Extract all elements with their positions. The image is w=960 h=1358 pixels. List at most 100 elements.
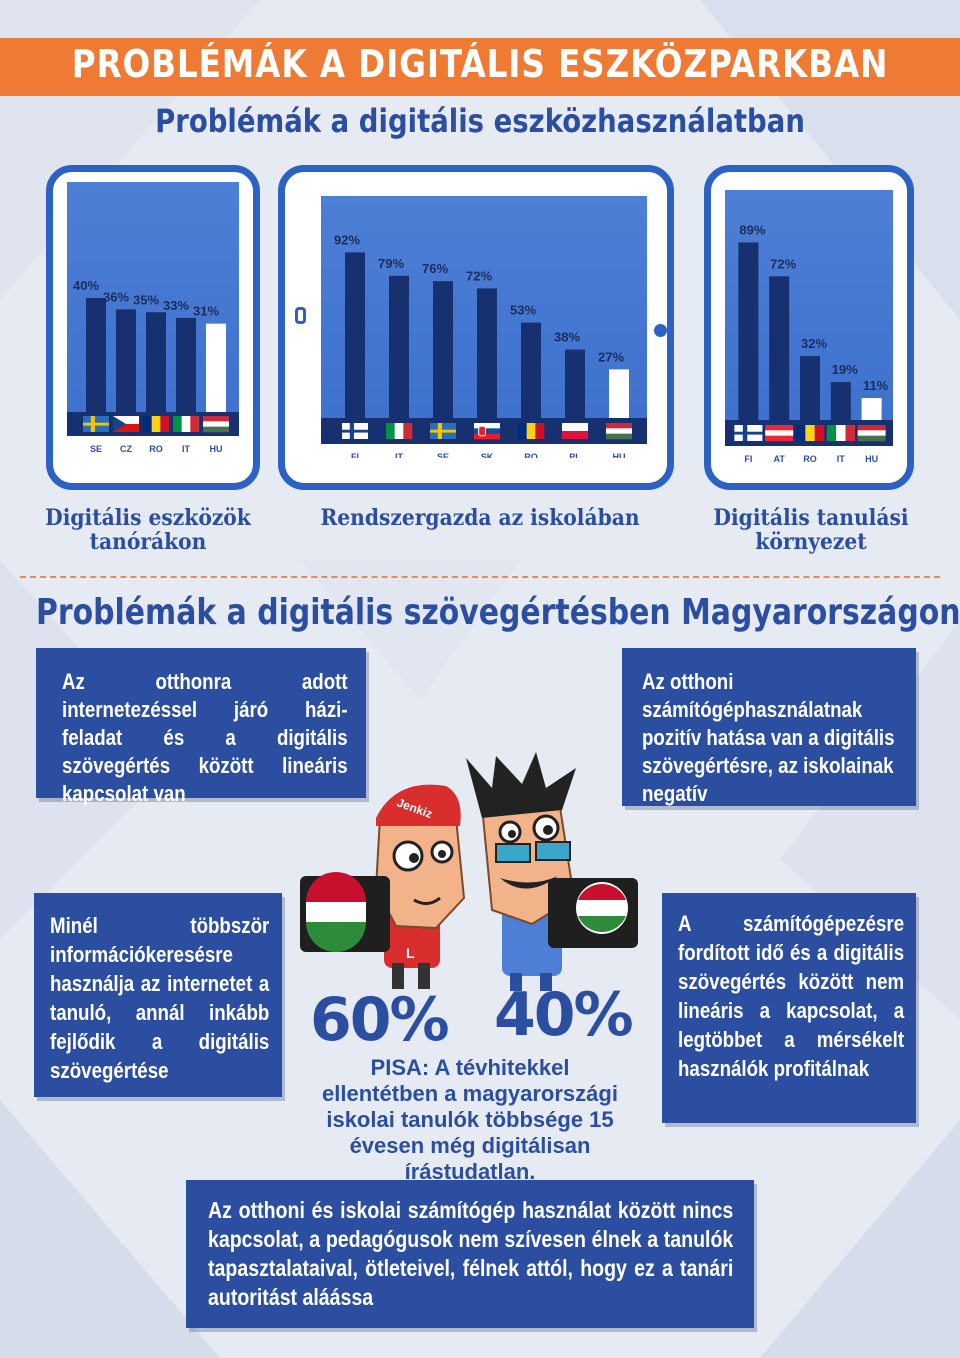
page-subtitle: Problémák a digitális eszközhasználatban: [155, 102, 805, 140]
bar-value-label: 35%: [133, 292, 159, 307]
title-banner: [0, 38, 960, 96]
section-divider: [20, 576, 940, 578]
bar-fi: [738, 242, 759, 420]
flag-sk: [474, 423, 500, 440]
flag-it: [386, 423, 413, 439]
country-code-band: [321, 444, 647, 458]
percentage-left: 60%: [310, 985, 450, 1055]
chart-caption-2: Rendszergazda az iskolában: [320, 505, 640, 531]
tablet-side-button: [295, 307, 306, 324]
bar-hu: [609, 369, 629, 418]
shirt-letter: L: [406, 945, 415, 961]
chart-caption-3: Digitális tanulási környezet: [713, 505, 909, 555]
flag-ro: [518, 423, 545, 439]
flag-fi: [734, 425, 763, 441]
bar-fi: [345, 252, 365, 418]
country-code-label: FI: [744, 454, 752, 462]
flag-se: [430, 423, 456, 439]
tablet-screen-1: 40% SE 36% CZ 35% RO 33% IT 31% HU: [67, 182, 239, 467]
country-code-label: HU: [613, 452, 626, 458]
bar-value-label: 27%: [598, 349, 624, 364]
country-code-label: CZ: [120, 444, 132, 454]
flag-cz: [113, 416, 139, 432]
country-code-label: RO: [524, 452, 538, 458]
tablet-frame-3: 89% FI 72% AT 32% RO 19% IT 11% HU: [704, 165, 914, 490]
flag-ro: [796, 425, 825, 441]
bar-chart-digital-devices: 40% SE 36% CZ 35% RO 33% IT 31% HU: [67, 278, 239, 467]
flag-hu: [203, 416, 229, 433]
country-code-label: HU: [210, 444, 223, 454]
bar-it: [830, 382, 851, 420]
bar-hu: [861, 398, 882, 420]
bar-it: [389, 275, 409, 418]
flag-at: [765, 425, 794, 442]
bar-hu: [206, 323, 226, 412]
pisa-statement: PISA: A tévhitekkel ellentétben a magyar…: [322, 1055, 618, 1184]
bar-ro: [146, 312, 166, 412]
bar-sk: [477, 288, 497, 418]
bar-ro: [521, 322, 541, 418]
bar-it: [176, 317, 196, 412]
bar-value-label: 38%: [554, 330, 580, 345]
info-box-top-right: Az otthoni számítógéphasználatnak pozití…: [622, 648, 916, 806]
cartoon-characters-illustration: L Jenkiz: [300, 752, 638, 991]
country-code-label: RO: [803, 454, 817, 462]
bar-value-label: 72%: [466, 268, 492, 283]
country-code-label: AT: [774, 454, 786, 462]
info-text-mid-left: Minél többször információkeresésre haszn…: [50, 913, 270, 1083]
info-text-mid-right: A számítógépezésre fordított idő és a di…: [678, 911, 905, 1081]
info-text-top-right: Az otthoni számítógéphasználatnak pozití…: [642, 669, 895, 806]
percentage-right: 40%: [494, 980, 634, 1050]
flag-ro: [143, 416, 170, 432]
bar-value-label: 33%: [163, 298, 189, 313]
flag-se: [83, 416, 109, 432]
tablet-frame-2: 92% FI 79% IT 76% SE 72% SK 53% RO 38% PL 27% HU: [278, 165, 674, 490]
flag-fi: [342, 423, 368, 439]
country-code-label: IT: [182, 444, 191, 454]
bar-chart-sysadmin: 92% FI 79% IT 76% SE 72% SK 53% RO 38% PL 27% HU: [321, 232, 647, 458]
bar-chart-learning-env: 89% FI 72% AT 32% RO 19% IT 11% HU: [725, 222, 893, 462]
tablet-frame-1: 40% SE 36% CZ 35% RO 33% IT 31% HU: [46, 165, 260, 490]
info-box-mid-left: Minél többször információkeresésre haszn…: [34, 893, 282, 1097]
bar-value-label: 72%: [770, 256, 796, 271]
country-code-label: HU: [865, 454, 878, 462]
flag-it: [826, 425, 856, 441]
info-text-top-left: Az otthonra adott internetezéssel járó h…: [62, 669, 348, 806]
country-code-label: FI: [351, 452, 359, 458]
info-box-top-left: Az otthonra adott internetezéssel járó h…: [36, 648, 366, 806]
country-code-label: IT: [837, 454, 846, 462]
bar-pl: [565, 349, 585, 418]
bar-value-label: 53%: [510, 303, 536, 318]
flag-it: [173, 416, 200, 432]
bar-value-label: 36%: [103, 289, 129, 304]
bar-value-label: 79%: [378, 256, 404, 271]
flag-hu: [606, 423, 632, 440]
bar-value-label: 31%: [193, 304, 219, 319]
bar-at: [769, 276, 790, 420]
bar-value-label: 89%: [739, 222, 765, 237]
bar-value-label: 40%: [73, 278, 99, 293]
country-code-label: SE: [90, 444, 102, 454]
bar-value-label: 92%: [334, 232, 360, 247]
country-code-label: PL: [569, 452, 581, 458]
page-title: PROBLÉMÁK A DIGITÁLIS ESZKÖZPARKBAN: [71, 42, 889, 86]
bar-se: [433, 281, 453, 418]
tablet-home-dot: [654, 324, 667, 337]
section-title: Problémák a digitális szövegértésben Mag…: [36, 592, 960, 633]
bar-value-label: 76%: [422, 261, 448, 276]
tablet-screen-3: 89% FI 72% AT 32% RO 19% IT 11% HU: [725, 190, 893, 462]
bar-value-label: 32%: [801, 336, 827, 351]
country-code-label: SK: [481, 452, 494, 458]
flag-hu: [857, 425, 886, 442]
flag-pl: [562, 423, 588, 439]
bar-value-label: 11%: [863, 378, 889, 393]
country-code-label: RO: [149, 444, 163, 454]
bar-se: [86, 298, 106, 412]
tablet-screen-2: 92% FI 79% IT 76% SE 72% SK 53% RO 38% PL 27% HU: [321, 196, 647, 458]
bar-ro: [800, 356, 820, 420]
info-box-bottom: Az otthoni és iskolai számítógép használ…: [186, 1180, 754, 1328]
country-code-label: IT: [395, 452, 404, 458]
country-code-label: SE: [437, 452, 449, 458]
country-code-band: [725, 446, 893, 462]
bar-cz: [116, 309, 136, 412]
